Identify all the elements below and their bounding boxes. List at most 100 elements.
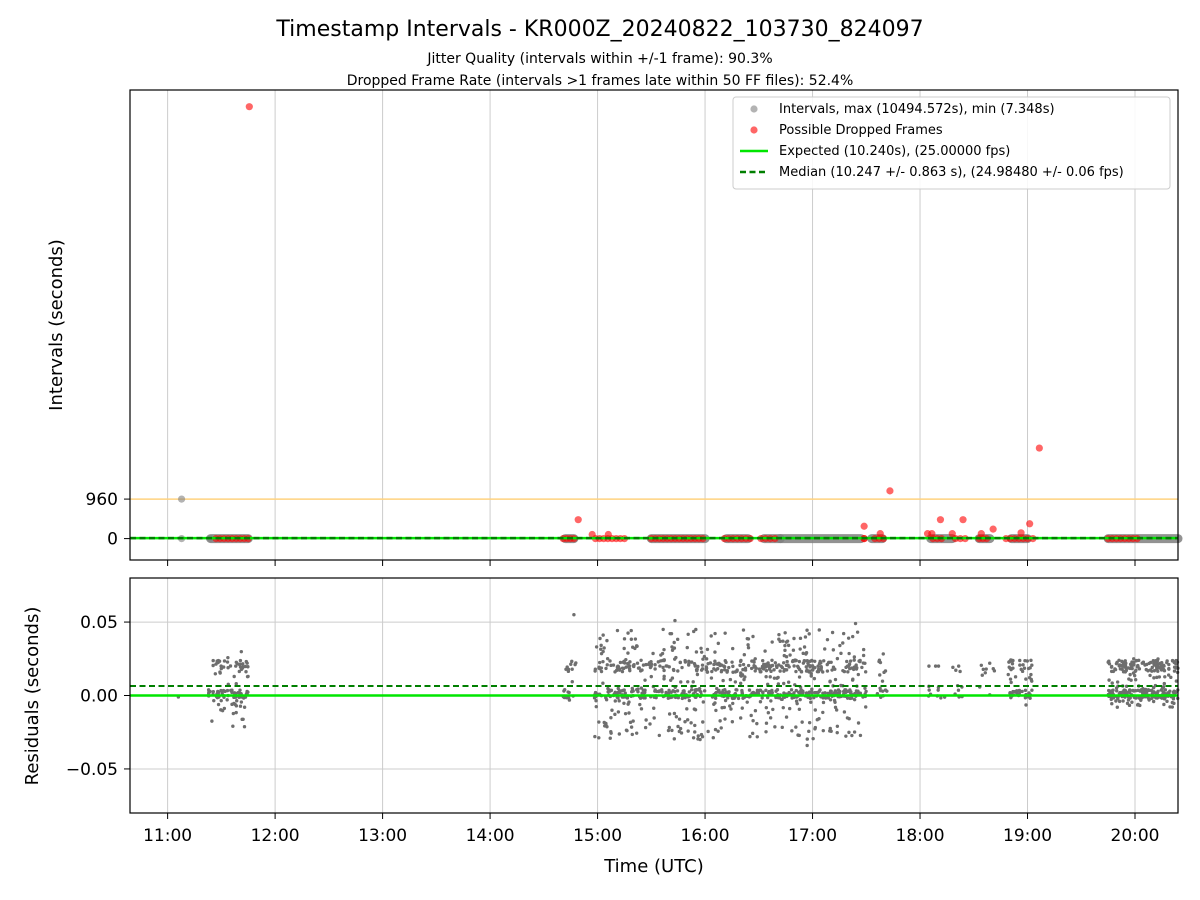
residual-point [620, 666, 625, 670]
residual-point [1009, 680, 1013, 685]
residual-point [641, 663, 646, 667]
intervals-axes: 0 960 [86, 490, 1136, 566]
residual-point [714, 708, 718, 713]
residual-point [245, 689, 249, 694]
residual-point [855, 690, 859, 694]
residual-point [609, 731, 613, 735]
residual-point [757, 667, 762, 671]
residual-point [219, 698, 223, 703]
residual-point [742, 677, 746, 682]
legend-label-median: Median (10.247 +/- 0.863 s), (24.98480 +… [779, 165, 1124, 180]
residual-point [686, 729, 690, 733]
residual-point [796, 665, 801, 670]
dropped-frame-point-6 [886, 487, 894, 495]
residual-point [598, 636, 602, 641]
residual-point [847, 662, 852, 666]
residual-point [1110, 681, 1114, 685]
residual-point [225, 660, 230, 664]
residual-point [686, 680, 690, 684]
residual-point [803, 659, 807, 663]
residual-point [723, 659, 727, 663]
residual-point [767, 664, 772, 669]
residual-point [1013, 675, 1018, 679]
legend-box [732, 96, 1171, 190]
residual-point [234, 704, 239, 708]
residual-point [821, 700, 826, 705]
residual-point [673, 657, 677, 661]
residual-point [1106, 688, 1111, 693]
residual-point [1107, 678, 1111, 682]
residual-point [634, 688, 639, 692]
residual-point [763, 649, 767, 653]
residual-point [861, 647, 866, 652]
residual-point [842, 669, 847, 674]
residual-point [881, 652, 885, 656]
residual-point [1151, 686, 1156, 690]
residual-point [1161, 690, 1165, 694]
residual-point [672, 711, 677, 716]
residual-point [1162, 702, 1166, 707]
residual-point [658, 664, 662, 668]
residual-point [797, 733, 801, 738]
residual-point [1132, 660, 1136, 665]
residual-point [1133, 689, 1138, 693]
legend-label-expected: Expected (10.240s), (25.00000 fps) [779, 144, 1010, 159]
residual-point [653, 663, 657, 667]
residual-point [751, 719, 755, 723]
residual-point [629, 637, 634, 641]
residual-point [823, 647, 827, 651]
residual-point [828, 680, 832, 684]
residual-point [850, 733, 854, 738]
residual-point [570, 679, 574, 684]
residual-point [652, 706, 656, 710]
dropped-frame-point-10 [948, 530, 956, 538]
residual-point [799, 670, 804, 674]
residual-point [597, 736, 601, 740]
residual-point [1162, 667, 1166, 672]
residual-point [238, 688, 242, 692]
residual-point [761, 690, 765, 694]
chart-legend: Intervals, max (10494.572s), min (7.348s… [732, 96, 1171, 190]
residual-point [629, 628, 633, 633]
residual-point [852, 658, 856, 662]
residual-point [599, 647, 603, 651]
residual-point [659, 653, 663, 657]
residual-point [808, 659, 812, 664]
residual-point [1132, 673, 1137, 678]
residual-point [240, 717, 244, 722]
residual-point [842, 710, 847, 714]
residual-point [667, 712, 672, 716]
residual-point [716, 662, 720, 666]
residual-point [661, 627, 665, 632]
intervals-grid [130, 90, 1178, 560]
residual-point [605, 638, 609, 643]
residual-point [608, 659, 612, 663]
residual-point [245, 674, 250, 679]
residual-point [601, 659, 605, 664]
residual-point [662, 647, 666, 652]
residual-point [1139, 698, 1143, 703]
residual-point [1024, 677, 1028, 681]
residual-point [747, 688, 752, 692]
intervals-panel: 0 960 Intervals (seconds) Intervals, max … [46, 89, 1183, 566]
residual-point [241, 662, 245, 666]
residual-point [713, 696, 718, 700]
residual-point [225, 688, 230, 693]
residual-point [851, 634, 855, 639]
residual-point [708, 661, 713, 665]
residual-point [781, 661, 786, 665]
residual-point [764, 668, 769, 673]
residual-point [652, 716, 656, 720]
residual-point [939, 696, 943, 700]
residual-point [764, 688, 768, 693]
residual-point [613, 690, 617, 694]
residual-point [1137, 667, 1142, 671]
residual-point [617, 732, 622, 736]
residual-point [1117, 664, 1121, 668]
residual-point [1008, 677, 1013, 681]
residual-point [845, 664, 850, 668]
residual-point [731, 646, 735, 651]
residual-point [1148, 660, 1153, 665]
residual-point [679, 680, 683, 684]
residual-point [1133, 678, 1138, 682]
